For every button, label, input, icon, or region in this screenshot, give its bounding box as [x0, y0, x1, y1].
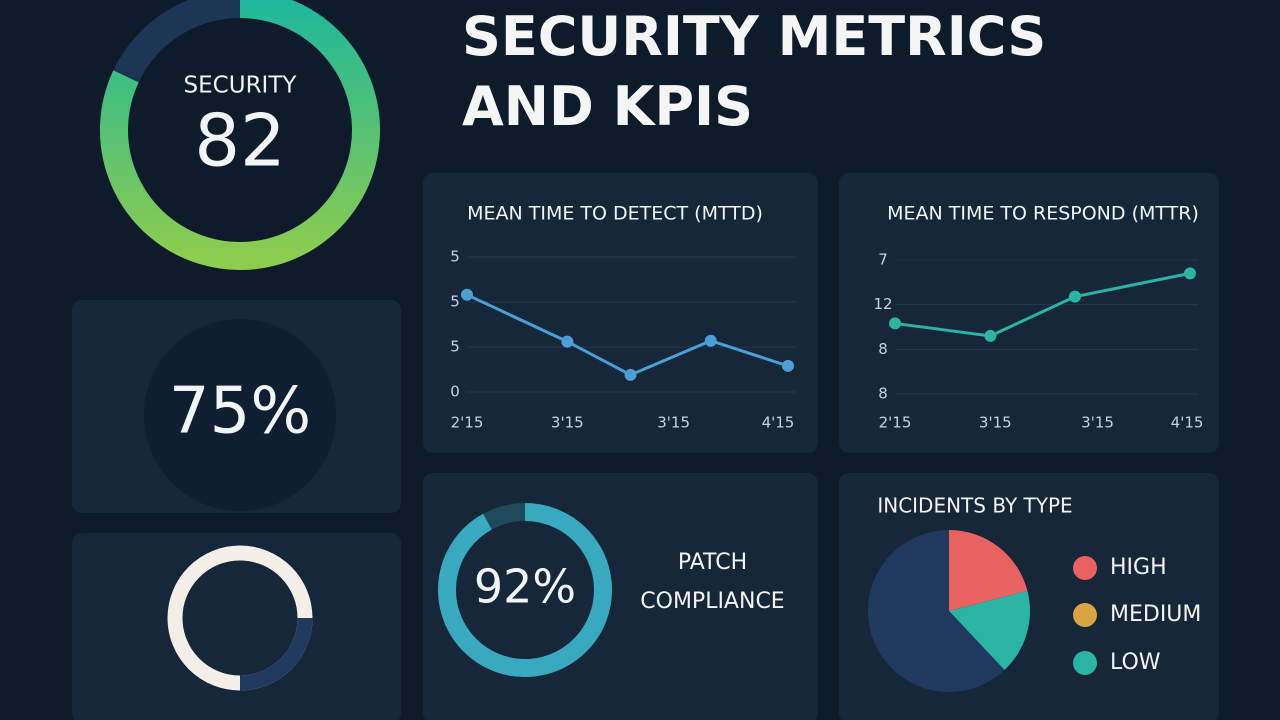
y-tick-label: 12 [873, 295, 892, 313]
y-tick-label: 5 [450, 248, 460, 266]
ring-decoration [239, 617, 313, 691]
legend-swatch [1073, 603, 1097, 627]
pie-slice [868, 530, 1005, 692]
card [423, 473, 818, 720]
point [461, 288, 473, 301]
point [1068, 290, 1081, 303]
legend-label: HIGH [1110, 555, 1167, 580]
gauge-arc [100, 0, 380, 270]
point [624, 368, 637, 381]
legend-swatch [1073, 651, 1097, 675]
point [1184, 267, 1196, 280]
chart-title: MEAN TIME TO RESPOND (MTTR) [887, 203, 1199, 225]
point [782, 359, 794, 372]
point [704, 334, 717, 347]
gauge-arc [438, 503, 612, 677]
x-tick-label: 4'15 [762, 414, 795, 432]
x-tick-label: 4'15 [1171, 414, 1204, 432]
chart-title: MEAN TIME TO DETECT (MTTD) [467, 203, 763, 225]
y-tick-label: 8 [878, 385, 888, 403]
gauge-label: PATCH COMPLIANCE [640, 550, 785, 614]
card [839, 173, 1219, 453]
point [889, 317, 901, 330]
gauge-value: 82 [194, 99, 286, 183]
point [561, 335, 574, 348]
x-tick-label: 3'15 [657, 414, 690, 432]
y-tick-label: 8 [878, 340, 888, 358]
kpi-value: 75% [169, 375, 311, 449]
y-tick-label: 0 [450, 383, 460, 401]
pie-slice [949, 530, 1028, 611]
pie-slice [949, 590, 1030, 671]
gauge-value: 92% [474, 560, 576, 614]
chart-title: INCIDENTS BY TYPE [877, 494, 1072, 518]
y-tick-label: 5 [450, 338, 460, 356]
line [894, 271, 1191, 338]
page-title: SECURITY METRICS AND KPIS [462, 5, 1047, 138]
gauge-label: SECURITY [184, 73, 298, 99]
x-tick-label: 3'15 [551, 414, 584, 432]
card [423, 173, 818, 453]
legend-label: MEDIUM [1110, 602, 1201, 627]
x-tick-label: 3'15 [979, 414, 1012, 432]
legend-swatch [1073, 556, 1097, 580]
x-tick-label: 3'15 [1081, 414, 1114, 432]
kpi-backdrop [144, 319, 336, 511]
y-tick-label: 7 [878, 251, 888, 269]
x-tick-label: 2'15 [879, 414, 912, 432]
legend-label: LOW [1110, 650, 1161, 675]
y-tick-label: 5 [450, 293, 460, 311]
x-tick-label: 2'15 [451, 414, 484, 432]
point [984, 329, 997, 342]
card [72, 533, 401, 720]
